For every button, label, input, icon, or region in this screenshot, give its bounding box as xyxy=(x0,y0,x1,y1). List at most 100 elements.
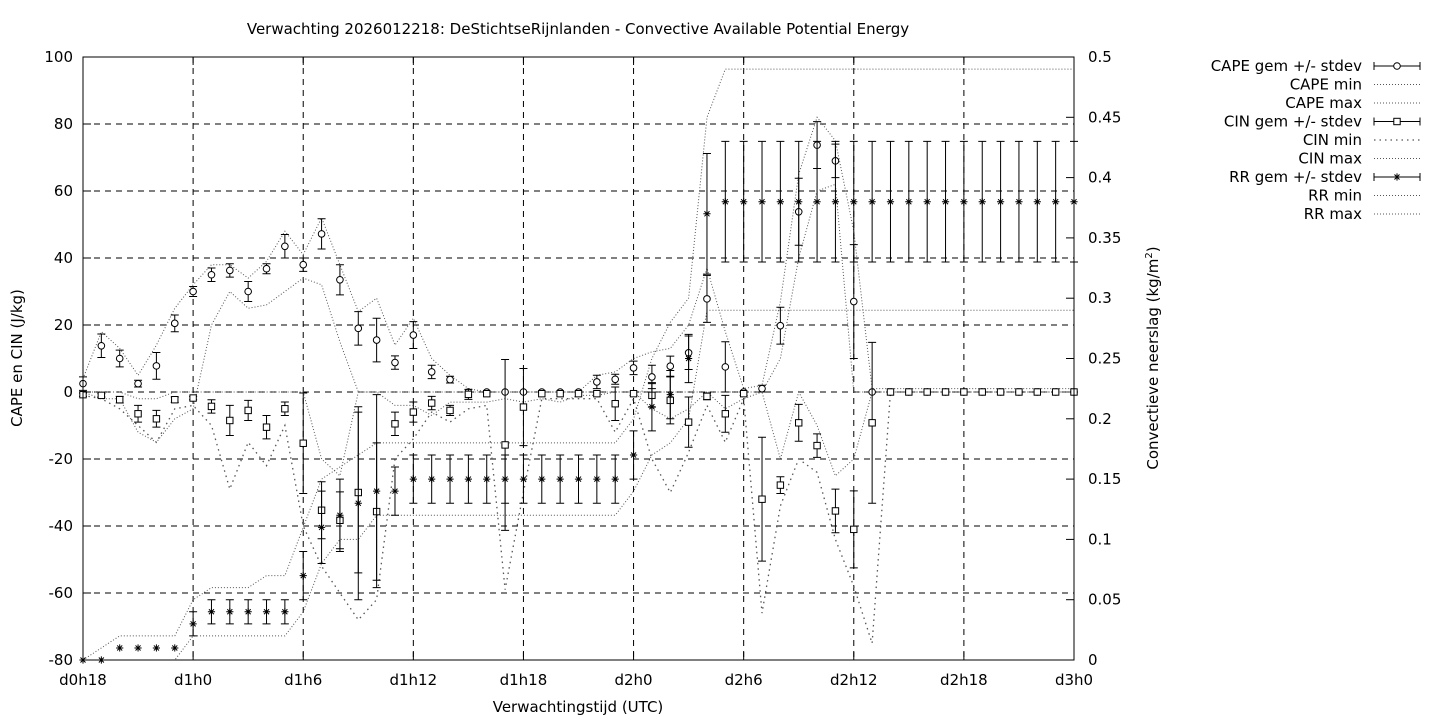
point-cape-gem-stdev-28 xyxy=(593,378,601,386)
legend-label-cape-min: CAPE min xyxy=(1290,76,1362,94)
point-cin-gem-stdev-38 xyxy=(776,481,785,489)
point-cin-gem-stdev-7 xyxy=(207,402,216,411)
x-tick-label-8: d2h18 xyxy=(940,671,988,689)
point-cin-gem-stdev-37 xyxy=(758,495,766,503)
point-rr-gem-stdev-34 xyxy=(703,210,711,218)
point-rr-gem-stdev-26 xyxy=(556,475,564,483)
point-cin-gem-stdev-43 xyxy=(868,419,876,427)
y2-axis-label-end: ) xyxy=(1144,246,1162,252)
y2-tick-label-9: 0.05 xyxy=(1088,591,1121,609)
y-tick-label-2: 60 xyxy=(54,182,73,200)
point-rr-gem-stdev-42 xyxy=(850,198,858,206)
point-cape-gem-stdev-42 xyxy=(849,297,858,306)
point-cin-gem-stdev-39 xyxy=(795,419,803,427)
point-cin-gem-stdev-33 xyxy=(684,418,693,426)
point-rr-gem-stdev-36 xyxy=(740,198,748,206)
series-layer xyxy=(79,68,1078,664)
x-tick-label-6: d2h6 xyxy=(725,671,763,689)
x-tick-label-9: d3h0 xyxy=(1055,671,1093,689)
point-cape-gem-stdev-20 xyxy=(446,375,454,384)
point-rr-gem-stdev-48 xyxy=(960,198,968,206)
legend-label-cape-gem-stdev: CAPE gem +/- stdev xyxy=(1211,57,1362,75)
point-cin-gem-stdev-12 xyxy=(299,439,307,447)
point-cin-gem-stdev-6 xyxy=(189,394,197,402)
y-axis-right: 0.5 0.45 0.4 0.35 0.3 0.25 0.2 0.15 0.1 0.05 0 xyxy=(1066,48,1121,669)
point-cape-gem-stdev-17 xyxy=(391,358,399,367)
series-line-rr-min xyxy=(83,309,1074,661)
point-cape-gem-stdev-16 xyxy=(372,336,381,344)
point-cin-gem-stdev-5 xyxy=(171,396,179,404)
point-cin-gem-stdev-48 xyxy=(960,388,968,396)
point-rr-gem-stdev-33 xyxy=(685,354,693,363)
legend-label-cin-min: CIN min xyxy=(1303,131,1362,149)
point-cin-gem-stdev-21 xyxy=(464,390,473,399)
x-tick-label-0: d0h18 xyxy=(59,671,107,689)
point-rr-gem-stdev-53 xyxy=(1052,198,1060,206)
point-cin-gem-stdev-44 xyxy=(886,388,895,396)
x-tick-label-7: d2h12 xyxy=(830,671,878,689)
y2-tick-label-7: 0.15 xyxy=(1088,470,1121,488)
series-line-rr-max xyxy=(82,68,1074,661)
point-rr-gem-stdev-6 xyxy=(189,620,197,628)
point-rr-gem-stdev-35 xyxy=(721,198,729,206)
point-cin-gem-stdev-10 xyxy=(262,423,271,431)
point-cin-gem-stdev-29 xyxy=(611,400,619,408)
point-cin-gem-stdev-3 xyxy=(134,410,142,418)
point-cin-gem-stdev-19 xyxy=(427,399,436,407)
point-cin-gem-stdev-52 xyxy=(1033,388,1041,396)
point-rr-gem-stdev-5 xyxy=(171,644,179,652)
point-cin-gem-stdev-24 xyxy=(519,403,528,411)
point-rr-gem-stdev-46 xyxy=(923,198,931,206)
point-rr-gem-stdev-18 xyxy=(409,475,417,483)
point-rr-gem-stdev-2 xyxy=(116,644,124,652)
point-cin-gem-stdev-17 xyxy=(391,420,399,428)
point-cin-gem-stdev-36 xyxy=(739,389,748,398)
legend-marker-rr-gem-stdev xyxy=(1393,173,1401,181)
y2-tick-label-4: 0.3 xyxy=(1088,289,1112,307)
point-rr-gem-stdev-29 xyxy=(611,475,619,483)
point-rr-gem-stdev-39 xyxy=(795,198,803,206)
point-cin-gem-stdev-18 xyxy=(409,408,418,416)
point-rr-gem-stdev-49 xyxy=(978,198,986,206)
point-rr-gem-stdev-7 xyxy=(207,608,216,616)
y2-tick-label-5: 0.25 xyxy=(1088,350,1121,368)
y-tick-label-8: -60 xyxy=(49,584,74,602)
series-line-cape-max xyxy=(82,116,1074,393)
point-cape-gem-stdev-15 xyxy=(354,324,363,333)
point-rr-gem-stdev-50 xyxy=(996,198,1005,206)
point-rr-gem-stdev-41 xyxy=(831,198,840,206)
point-rr-gem-stdev-14 xyxy=(336,511,344,519)
point-rr-gem-stdev-10 xyxy=(262,608,271,616)
point-rr-gem-stdev-51 xyxy=(1015,198,1023,206)
point-rr-gem-stdev-16 xyxy=(373,487,381,495)
point-cape-gem-stdev-2 xyxy=(115,354,124,363)
point-cin-gem-stdev-35 xyxy=(721,410,730,418)
x-axis: d0h18 d1h0 d1h6 d1h12 d1h18 d2h0 d2h6 d2h12 d2h1… xyxy=(59,57,1093,689)
chart-title: Verwachting 2026012218: DeStichtseRijnla… xyxy=(247,20,909,38)
y2-tick-label-8: 0.1 xyxy=(1088,530,1112,548)
y2-axis-label: Convectieve neerslag (kg/m2) xyxy=(1144,246,1162,469)
point-cape-gem-stdev-32 xyxy=(666,362,675,371)
point-cin-gem-stdev-9 xyxy=(244,406,252,415)
legend-label-rr-min: RR min xyxy=(1308,187,1362,205)
y-tick-label-5: 0 xyxy=(63,383,73,401)
point-rr-gem-stdev-38 xyxy=(776,198,784,206)
point-rr-gem-stdev-12 xyxy=(299,571,307,580)
point-cape-gem-stdev-38 xyxy=(776,321,785,330)
y-tick-label-3: 40 xyxy=(54,249,73,267)
point-cin-gem-stdev-30 xyxy=(629,389,638,398)
x-tick-label-3: d1h12 xyxy=(389,671,437,689)
point-rr-gem-stdev-25 xyxy=(538,475,546,483)
grid-lines xyxy=(83,57,1074,660)
point-cape-gem-stdev-19 xyxy=(427,368,436,376)
point-rr-gem-stdev-22 xyxy=(483,475,491,483)
point-cape-gem-stdev-29 xyxy=(611,375,620,384)
point-cape-gem-stdev-6 xyxy=(189,287,197,296)
point-rr-gem-stdev-47 xyxy=(941,198,950,206)
point-cape-gem-stdev-13 xyxy=(317,230,326,238)
y2-tick-label-6: 0.2 xyxy=(1088,410,1112,428)
point-rr-gem-stdev-4 xyxy=(152,644,161,652)
point-rr-gem-stdev-28 xyxy=(593,475,601,483)
point-cape-gem-stdev-5 xyxy=(170,319,179,328)
